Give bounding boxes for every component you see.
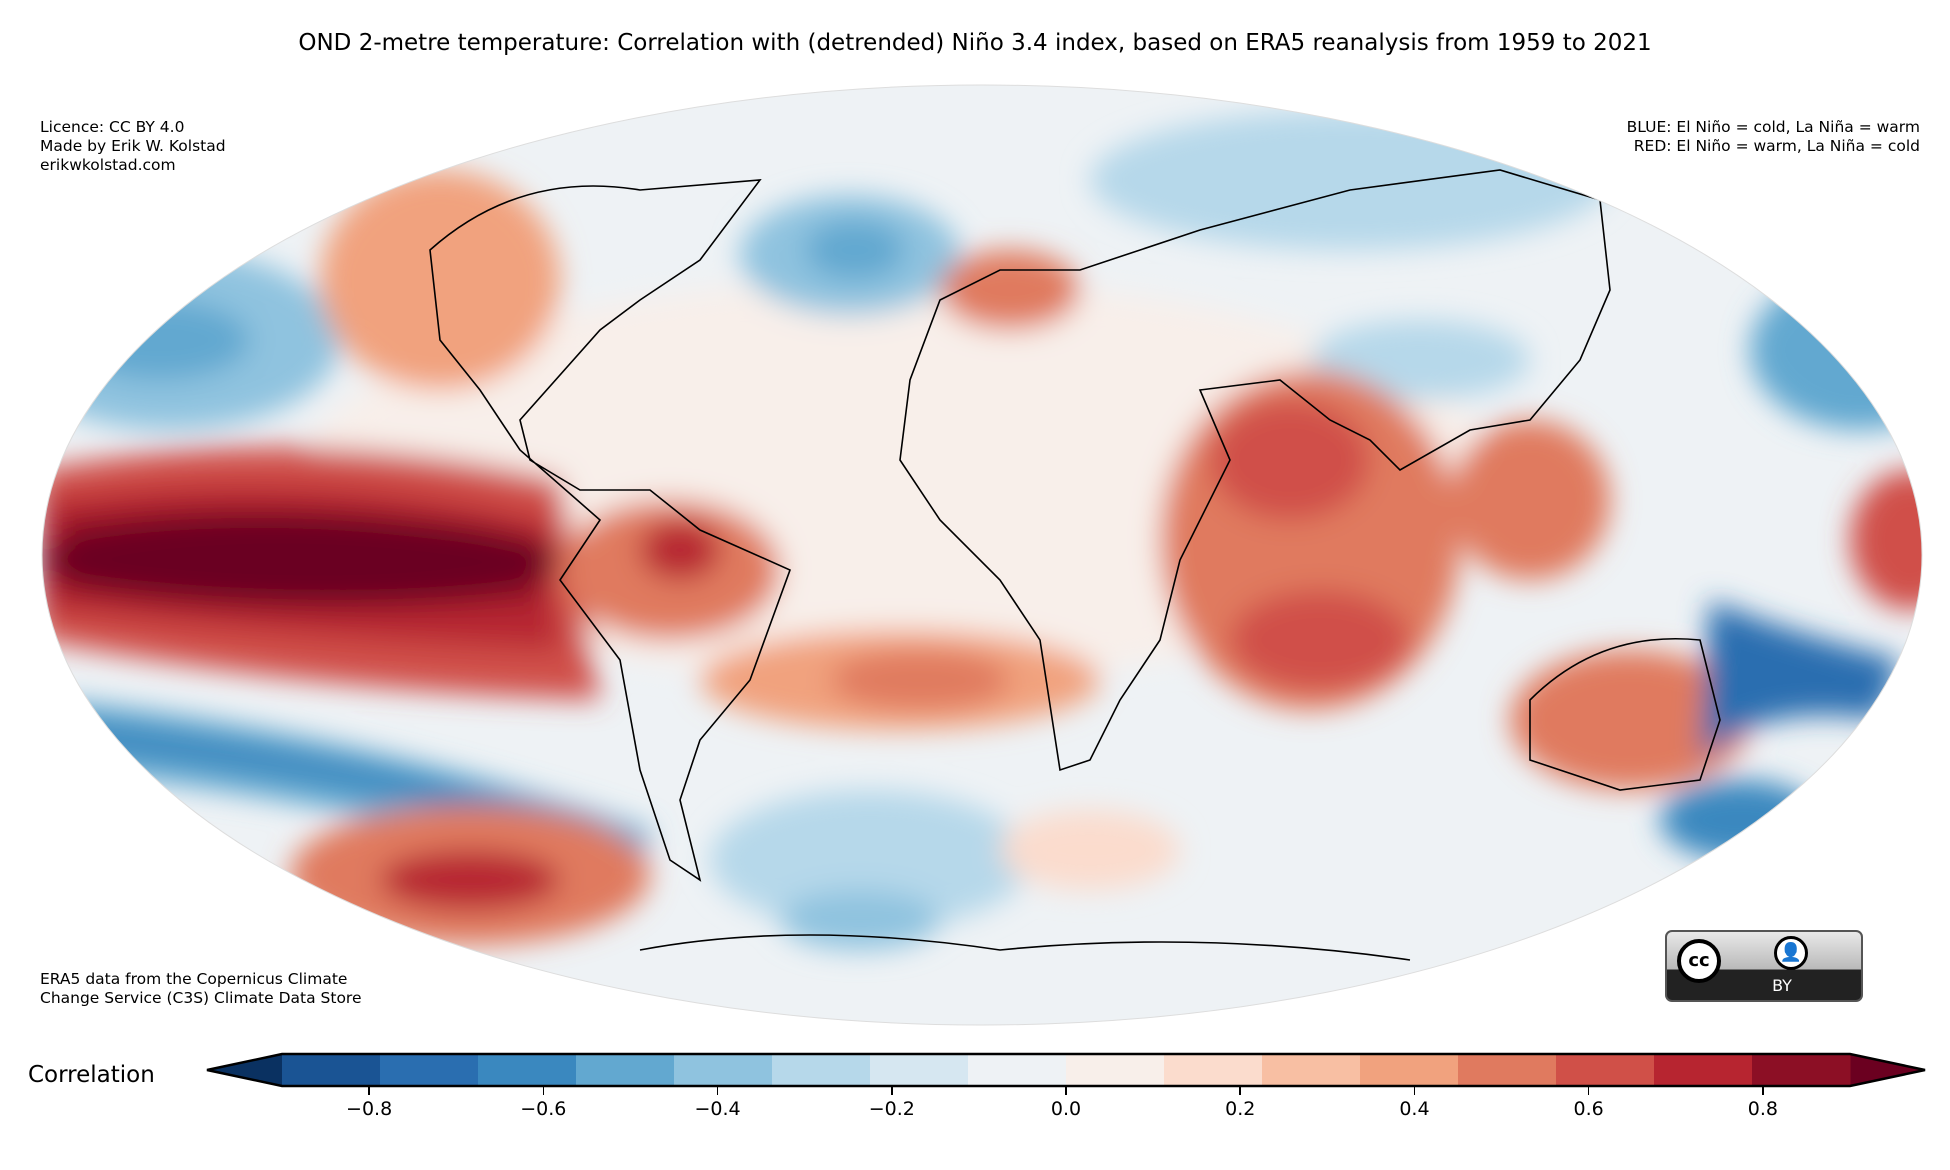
data-source-notes: ERA5 data from the Copernicus Climate Ch… <box>40 970 362 1008</box>
colorbar-bin <box>478 1054 577 1086</box>
colorbar-tick-label: −0.2 <box>868 1098 915 1120</box>
licence-text: Licence: CC BY 4.0 <box>40 118 185 136</box>
colorbar-tick-mark <box>1239 1086 1241 1095</box>
colorbar-tick-label: 0.4 <box>1399 1098 1430 1120</box>
source-line-1: ERA5 data from the Copernicus Climate <box>40 970 348 988</box>
cc-logo-icon: cc <box>1677 939 1721 983</box>
colorbar-bin <box>282 1054 381 1086</box>
colorbar-tick-label: 0.0 <box>1050 1098 1082 1120</box>
colorbar-tick-label: 0.2 <box>1225 1098 1256 1120</box>
colorbar-bin <box>1752 1054 1851 1086</box>
colorbar-tick-mark <box>1762 1086 1764 1095</box>
colorbar-tick-label: −0.6 <box>520 1098 567 1120</box>
colorbar-tick-label: 0.6 <box>1573 1098 1604 1120</box>
colorbar-tick-label: 0.8 <box>1747 1098 1778 1120</box>
legend-notes: BLUE: El Niño = cold, La Niña = warm RED… <box>1627 118 1920 156</box>
colorbar-tick-mark <box>1587 1086 1590 1095</box>
license-notes: Licence: CC BY 4.0 Made by Erik W. Kolst… <box>40 118 226 175</box>
website-text: erikwkolstad.com <box>40 156 176 174</box>
colorbar-tick-mark <box>368 1086 370 1095</box>
colorbar-outline <box>206 1052 1926 1088</box>
blue-meaning-text: BLUE: El Niño = cold, La Niña = warm <box>1626 118 1920 136</box>
colorbar-tick-label: −0.8 <box>346 1098 393 1120</box>
colorbar-tick-label: −0.4 <box>694 1098 741 1120</box>
correlation-map <box>41 84 1923 1026</box>
colorbar-tick-mark <box>542 1086 545 1095</box>
colorbar-tick-mark <box>1065 1086 1067 1095</box>
colorbar-bin <box>968 1054 1067 1086</box>
colorbar-tick-mark <box>716 1086 719 1095</box>
source-line-2: Change Service (C3S) Climate Data Store <box>40 989 362 1007</box>
colorbar-bin <box>1654 1054 1753 1086</box>
correlation-field <box>42 85 1922 1025</box>
colorbar-bin <box>1360 1054 1459 1086</box>
attribution-person-icon: 👤 <box>1774 936 1808 970</box>
colorbar-tick-mark <box>1413 1086 1416 1095</box>
by-label: BY <box>1772 976 1792 995</box>
coastlines <box>429 169 1721 961</box>
colorbar-bin <box>674 1054 773 1086</box>
colorbar-tick-mark <box>891 1086 893 1095</box>
globe-outline <box>41 84 1923 1026</box>
colorbar-bin <box>1066 1054 1165 1086</box>
map-title: OND 2-metre temperature: Correlation wit… <box>298 30 1652 56</box>
colorbar-extend-low <box>207 1054 282 1086</box>
colorbar-bin <box>380 1054 479 1086</box>
colorbar-bin <box>1262 1054 1361 1086</box>
colorbar-bin <box>1164 1054 1263 1086</box>
red-meaning-text: RED: El Niño = warm, La Niña = cold <box>1633 137 1920 155</box>
colorbar-extend-high <box>1850 1054 1925 1086</box>
colorbar-label: Correlation <box>28 1062 155 1088</box>
colorbar <box>206 1052 1926 1088</box>
colorbar-bin <box>870 1054 969 1086</box>
colorbar-bin <box>1458 1054 1557 1086</box>
cc-by-badge: cc 👤 BY <box>1665 930 1863 1002</box>
author-text: Made by Erik W. Kolstad <box>40 137 226 155</box>
colorbar-bin <box>1556 1054 1655 1086</box>
colorbar-bin <box>772 1054 871 1086</box>
colorbar-bin <box>576 1054 675 1086</box>
